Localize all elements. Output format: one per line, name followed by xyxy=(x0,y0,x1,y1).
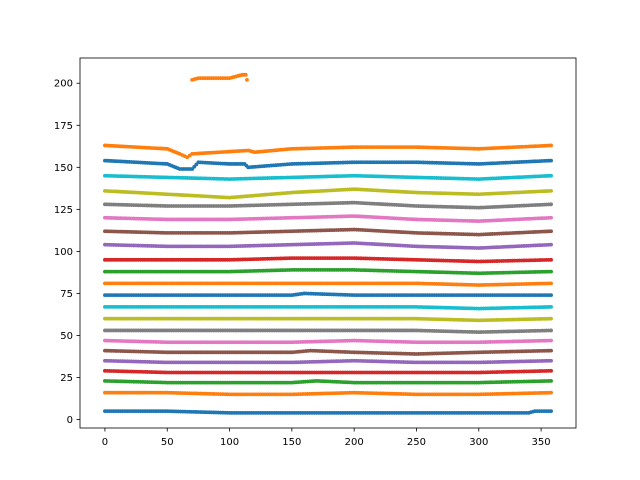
x-tick-label: 50 xyxy=(161,437,174,448)
data-point xyxy=(549,305,553,309)
y-tick-label: 25 xyxy=(60,373,73,384)
data-points xyxy=(103,72,553,415)
y-tick-label: 175 xyxy=(54,121,73,132)
data-point xyxy=(243,72,248,77)
series-6 xyxy=(103,338,553,345)
x-tick-label: 350 xyxy=(532,437,551,448)
data-point xyxy=(549,202,553,207)
y-tick-label: 75 xyxy=(60,289,73,300)
data-point xyxy=(549,316,553,321)
series-12 xyxy=(103,268,553,276)
data-point xyxy=(549,257,553,262)
data-point xyxy=(549,281,553,286)
x-tick-label: 300 xyxy=(469,437,488,448)
series-3 xyxy=(103,368,553,375)
data-point xyxy=(549,293,553,298)
y-tick-label: 50 xyxy=(60,331,73,342)
series-9 xyxy=(103,305,553,311)
y-tick-label: 125 xyxy=(54,205,73,216)
series-10 xyxy=(103,291,553,298)
series-16 xyxy=(103,214,553,224)
series-5 xyxy=(103,348,553,356)
data-point xyxy=(549,338,553,343)
series-11 xyxy=(103,281,553,287)
series-0 xyxy=(103,409,553,415)
y-tick-label: 150 xyxy=(54,163,73,174)
x-tick-label: 100 xyxy=(220,437,239,448)
series-4 xyxy=(103,358,553,365)
series-13 xyxy=(103,256,553,264)
data-point xyxy=(549,348,553,353)
data-point xyxy=(549,390,553,395)
data-point xyxy=(549,215,553,220)
series-1 xyxy=(103,390,553,397)
data-point xyxy=(549,328,553,333)
data-point xyxy=(549,368,553,373)
data-point xyxy=(549,242,553,247)
series-8 xyxy=(103,316,553,323)
y-tick-label: 100 xyxy=(54,247,73,258)
data-point xyxy=(549,379,553,383)
x-tick-label: 0 xyxy=(102,437,108,448)
x-tick-label: 150 xyxy=(282,437,301,448)
data-point xyxy=(245,77,249,82)
data-point xyxy=(549,188,553,193)
data-point xyxy=(549,269,553,274)
series-2 xyxy=(103,379,553,385)
data-point xyxy=(549,158,553,163)
data-point xyxy=(549,229,553,234)
series-14 xyxy=(103,241,553,250)
y-tick-label: 200 xyxy=(54,79,73,90)
x-tick-label: 200 xyxy=(345,437,364,448)
data-point xyxy=(549,143,553,148)
y-tick-label: 0 xyxy=(67,415,73,426)
x-tick-label: 250 xyxy=(407,437,426,448)
series-7 xyxy=(103,328,553,335)
series-15 xyxy=(103,227,553,237)
data-point xyxy=(549,173,553,178)
data-point xyxy=(549,358,553,363)
data-point xyxy=(549,409,553,414)
